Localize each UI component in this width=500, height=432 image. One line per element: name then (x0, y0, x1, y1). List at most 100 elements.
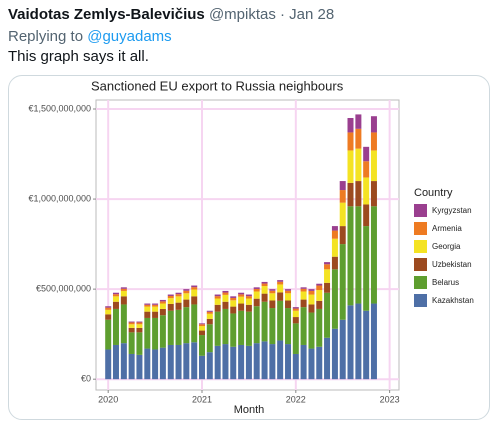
bar-segment (347, 182, 354, 207)
bar-segment (300, 344, 307, 380)
bar-segment (324, 264, 331, 270)
bar-segment (277, 300, 284, 341)
bar-segment (363, 226, 370, 311)
bar-segment (370, 181, 377, 207)
bar-segment (159, 308, 166, 316)
bar-segment (245, 294, 252, 297)
bar-segment (300, 288, 307, 292)
bar-segment (214, 304, 221, 312)
bar-segment (222, 294, 229, 302)
bar-segment (331, 226, 338, 231)
bar-segment (136, 324, 143, 328)
bar-segment (269, 289, 276, 291)
media[interactable]: Sanctioned EU export to Russia neighbour… (8, 75, 490, 420)
bar-segment (152, 306, 159, 312)
bar-segment (230, 297, 237, 301)
bar-segment (159, 347, 166, 380)
bar-segment (120, 296, 127, 305)
bar-segment (136, 327, 143, 333)
bar-segment (253, 343, 260, 380)
bar-segment (144, 304, 151, 307)
bar-segment (238, 296, 245, 304)
bar-segment (199, 355, 206, 380)
bar-segment (339, 190, 346, 203)
bar-segment (355, 128, 362, 149)
reply-handle[interactable]: @guyadams (87, 28, 172, 45)
bar-segment (363, 177, 370, 205)
bar-segment (253, 306, 260, 344)
bar-segment (308, 294, 315, 305)
y-tick-label: €500,000,000 (36, 284, 91, 294)
bar-segment (238, 310, 245, 345)
bar-segment (285, 300, 292, 309)
bar-segment (136, 322, 143, 325)
bar-segment (277, 340, 284, 380)
bar-segment (324, 262, 331, 265)
bar-segment (370, 206, 377, 304)
bar-segment (136, 321, 143, 323)
bar-segment (230, 300, 237, 307)
bar-segment (324, 292, 331, 338)
bar-segment (144, 317, 151, 349)
bar-segment (316, 308, 323, 347)
bar-segment (128, 322, 135, 325)
bar-segment (331, 238, 338, 257)
bar-segment (292, 317, 299, 324)
bar-segment (238, 344, 245, 380)
bar-segment (339, 244, 346, 320)
bar-segment (300, 299, 307, 308)
legend-label: Georgia (432, 242, 461, 251)
bar-segment (245, 311, 252, 346)
bar-segment (324, 269, 331, 283)
bar-segment (144, 306, 151, 312)
bar-segment (277, 281, 284, 285)
bar-segment (175, 294, 182, 297)
bar-segment (355, 114, 362, 129)
x-axis-label: Month (234, 404, 265, 416)
bar-segment (175, 296, 182, 303)
bar-segment (363, 310, 370, 380)
bar-segment (222, 290, 229, 293)
bar-segment (292, 353, 299, 380)
bar-segment (222, 301, 229, 309)
bar-segment (128, 353, 135, 380)
bar-segment (245, 304, 252, 312)
bar-segment (214, 294, 221, 297)
bar-segment (285, 290, 292, 294)
bar-segment (370, 303, 377, 380)
bar-segment (159, 303, 166, 309)
bar-segment (206, 324, 213, 353)
bar-segment (347, 132, 354, 151)
bar-segment (316, 290, 323, 301)
bar-segment (167, 303, 174, 311)
bar-segment (183, 343, 190, 380)
bar-segment (152, 304, 159, 307)
bar-segment (261, 301, 268, 342)
bar-segment (230, 346, 237, 380)
bar-segment (355, 181, 362, 207)
bar-segment (339, 202, 346, 227)
bar-segment (105, 319, 112, 350)
legend-label: Uzbekistan (432, 260, 472, 269)
bar-segment (308, 304, 315, 313)
bar-segment (238, 294, 245, 297)
bar-segment (175, 302, 182, 310)
bar-segment (253, 287, 260, 289)
bar-segment (331, 230, 338, 239)
bar-segment (191, 289, 198, 297)
bar-segment (347, 206, 354, 306)
bar-segment (183, 293, 190, 300)
bar-segment (136, 354, 143, 380)
bar-segment (277, 280, 284, 282)
bar-segment (285, 308, 292, 345)
bar-segment (269, 308, 276, 345)
legend-swatch (414, 276, 427, 289)
bar-segment (175, 344, 182, 380)
bar-segment (331, 328, 338, 380)
bar-segment (199, 326, 206, 331)
bar-segment (316, 283, 323, 286)
bar-segment (112, 292, 119, 295)
author[interactable]: Vaidotas Zemlys-Balevičius (8, 6, 205, 23)
bar-segment (347, 150, 354, 183)
